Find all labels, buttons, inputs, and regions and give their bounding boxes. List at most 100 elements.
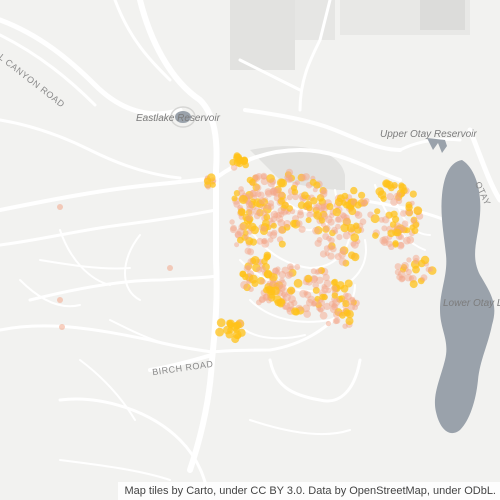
map-point <box>245 214 253 222</box>
map-point <box>245 199 252 206</box>
map-point <box>277 226 286 234</box>
map-point <box>425 266 432 273</box>
map-point <box>244 247 252 255</box>
map-point <box>332 298 341 307</box>
map-point <box>287 286 296 295</box>
map-point <box>290 208 296 215</box>
map-point <box>335 223 341 230</box>
map-point <box>388 243 395 250</box>
map-point <box>301 191 309 200</box>
map-point <box>226 319 235 328</box>
map-point <box>283 220 291 228</box>
map-point <box>253 207 262 216</box>
map-point <box>347 297 356 306</box>
map-point <box>387 229 396 238</box>
map-point <box>312 286 320 294</box>
road <box>238 58 302 92</box>
road <box>58 397 212 500</box>
map-point <box>343 217 351 225</box>
map-point <box>277 219 286 227</box>
map-point <box>238 223 246 231</box>
map-point <box>413 258 420 264</box>
map-point <box>374 208 381 215</box>
map-point <box>314 239 322 247</box>
map-point <box>395 192 402 198</box>
map-point <box>234 242 240 248</box>
map-point <box>245 265 252 271</box>
map-point <box>260 172 268 180</box>
map-point <box>234 230 243 239</box>
map-point <box>380 195 387 202</box>
map-point <box>299 289 308 298</box>
map-point <box>325 287 332 294</box>
road <box>28 274 218 302</box>
street <box>124 234 141 301</box>
map-point <box>236 160 244 168</box>
map-point <box>240 281 249 289</box>
map-point <box>251 255 260 265</box>
map-point <box>260 177 269 186</box>
map-point <box>383 180 391 188</box>
map-point <box>330 285 338 292</box>
map-point <box>345 310 354 319</box>
map-point <box>297 201 306 209</box>
map-point <box>248 274 258 284</box>
map-point <box>372 232 379 239</box>
map-point <box>254 184 262 192</box>
map-point <box>290 184 298 192</box>
map-point <box>231 195 238 202</box>
map-point <box>292 193 299 201</box>
map-point <box>401 187 408 194</box>
map-point <box>324 215 333 224</box>
map-point <box>317 307 324 313</box>
map-point <box>386 193 394 201</box>
map-point <box>215 327 225 337</box>
map-point <box>339 311 346 319</box>
road <box>210 298 352 354</box>
map-point <box>358 191 366 199</box>
map-point <box>270 222 277 229</box>
map-point <box>209 181 216 188</box>
map-point <box>288 265 294 271</box>
road <box>59 459 171 481</box>
map-point <box>312 227 320 235</box>
map-point <box>270 210 279 219</box>
road <box>79 359 136 421</box>
map-point <box>293 278 303 288</box>
map-point <box>299 173 307 182</box>
map-point <box>249 238 257 246</box>
road <box>39 259 131 270</box>
map-point <box>243 234 250 240</box>
map-point <box>318 299 325 307</box>
map-point <box>255 173 263 180</box>
road <box>0 17 183 117</box>
map-point <box>410 217 417 224</box>
map-point <box>343 201 350 209</box>
street <box>59 229 111 286</box>
map-point <box>250 225 259 235</box>
map-point <box>323 279 332 288</box>
map-point <box>318 217 326 224</box>
map-point <box>398 242 405 249</box>
map-point <box>408 275 414 281</box>
map-point <box>278 240 286 248</box>
map-point <box>291 307 300 316</box>
map-point <box>274 299 282 307</box>
map-point <box>205 184 211 190</box>
road <box>0 208 218 247</box>
map-point <box>312 187 318 193</box>
road <box>137 0 220 473</box>
map-point <box>290 219 298 228</box>
map-point <box>325 320 331 327</box>
map-point <box>321 293 328 301</box>
map-point <box>319 311 328 320</box>
map-point <box>393 228 402 237</box>
urban-area <box>420 0 465 30</box>
road <box>268 358 362 403</box>
map-point <box>234 333 241 340</box>
map-point <box>381 225 388 232</box>
map-point <box>285 175 293 183</box>
map-point <box>229 226 237 234</box>
map-point <box>305 217 312 224</box>
